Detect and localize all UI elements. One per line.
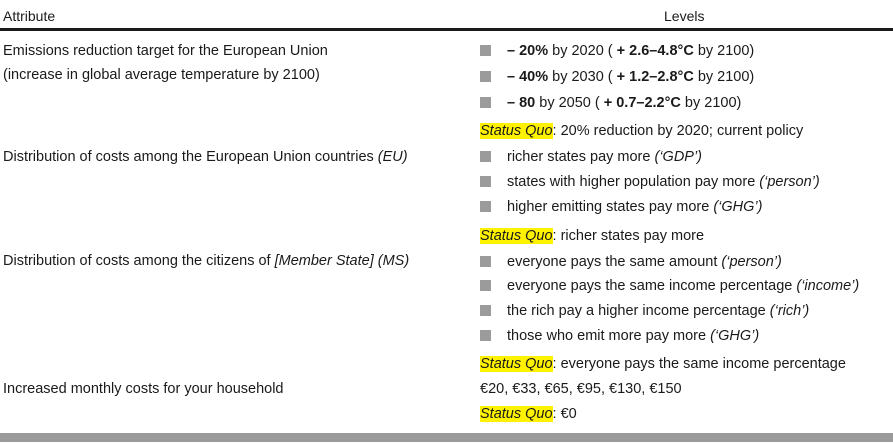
level-emissions-20: – 20% by 2020 ( + 2.6–4.8°C by 2100) [480, 39, 754, 63]
header-rule [0, 28, 893, 31]
status-quo-ms-costs: Status Quo: everyone pays the same incom… [480, 356, 846, 372]
square-bullet-icon [480, 45, 491, 56]
column-header-levels: Levels [664, 8, 705, 24]
level-emissions-80: – 80 by 2050 ( + 0.7–2.2°C by 2100) [480, 91, 741, 115]
square-bullet-icon [480, 201, 491, 212]
footer-rule [0, 433, 893, 442]
square-bullet-icon [480, 280, 491, 291]
level-ms-person: everyone pays the same amount (‘person’) [480, 250, 782, 274]
square-bullet-icon [480, 305, 491, 316]
square-bullet-icon [480, 97, 491, 108]
attribute-ms-costs-label: Distribution of costs among the citizens… [3, 253, 410, 269]
level-ms-income: everyone pays the same income percentage… [480, 274, 859, 298]
attribute-household-costs-label: Increased monthly costs for your househo… [3, 381, 284, 397]
square-bullet-icon [480, 71, 491, 82]
attribute-eu-costs-label: Distribution of costs among the European… [3, 149, 408, 165]
household-cost-values: €20, €33, €65, €95, €130, €150 [480, 381, 682, 397]
square-bullet-icon [480, 151, 491, 162]
status-quo-household-costs: Status Quo: €0 [480, 406, 577, 422]
square-bullet-icon [480, 256, 491, 267]
square-bullet-icon [480, 176, 491, 187]
level-ms-ghg: those who emit more pay more (‘GHG’) [480, 324, 759, 348]
attribute-emissions-line-2: (increase in global average temperature … [3, 67, 320, 83]
attribute-emissions-label: Emissions reduction target for the Europ… [3, 39, 328, 87]
level-ms-rich: the rich pay a higher income percentage … [480, 299, 809, 323]
status-quo-emissions: Status Quo: 20% reduction by 2020; curre… [480, 123, 804, 139]
status-quo-eu-costs: Status Quo: richer states pay more [480, 228, 705, 244]
level-eu-ghg: higher emitting states pay more (‘GHG’) [480, 195, 762, 219]
level-emissions-40: – 40% by 2030 ( + 1.2–2.8°C by 2100) [480, 65, 754, 89]
column-header-attribute: Attribute [3, 8, 56, 24]
level-eu-gdp: richer states pay more (‘GDP’) [480, 145, 702, 169]
attribute-emissions-line-1: Emissions reduction target for the Europ… [3, 43, 328, 59]
level-eu-person: states with higher population pay more (… [480, 170, 820, 194]
square-bullet-icon [480, 330, 491, 341]
